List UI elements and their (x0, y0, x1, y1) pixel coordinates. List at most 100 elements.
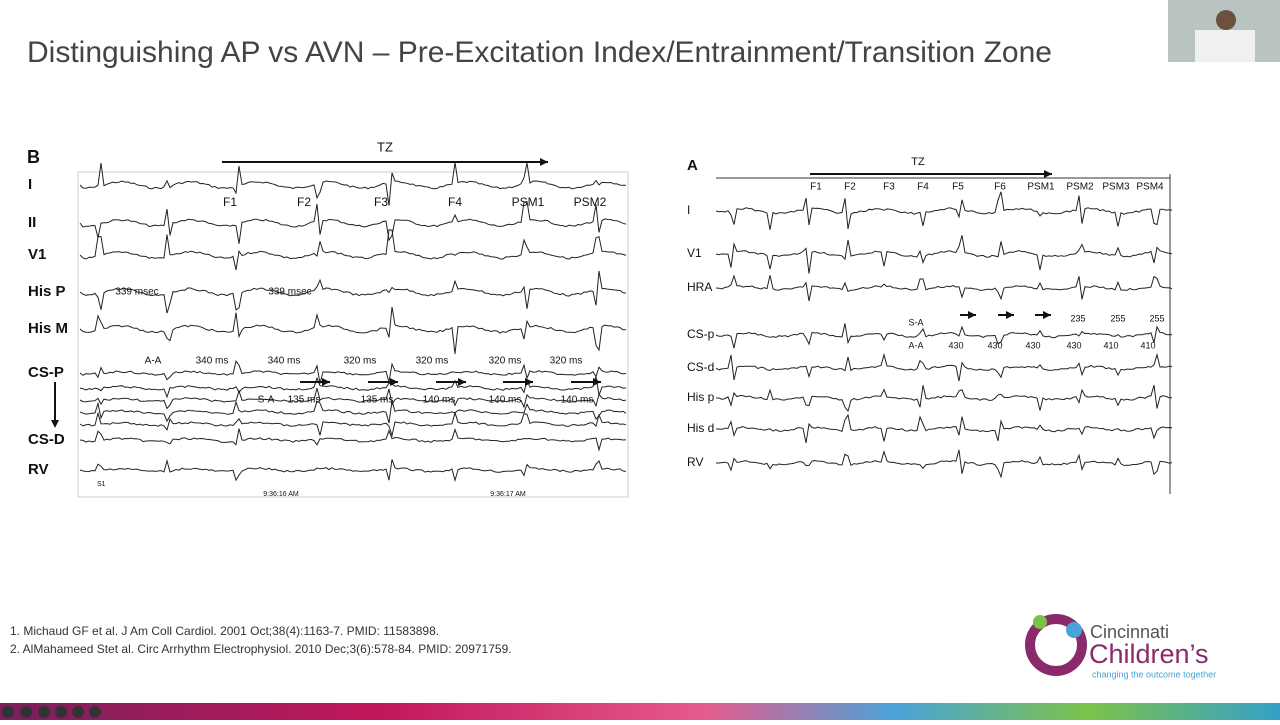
egm-trace (79, 410, 627, 438)
tool-button[interactable] (72, 706, 84, 718)
beat-label: F4 (448, 195, 462, 209)
arrow-head (390, 378, 398, 386)
arrow-head (1006, 311, 1014, 319)
beat-label: F2 (297, 195, 311, 209)
interval-label: 255 (1149, 313, 1164, 323)
tool-button[interactable] (2, 706, 14, 718)
label: TZ (377, 139, 393, 154)
egm-trace (715, 191, 1173, 230)
slide-title: Distinguishing AP vs AVN – Pre-Excitatio… (27, 36, 1052, 69)
interval-label: 320 ms (550, 356, 583, 367)
label: S1 (97, 481, 106, 488)
channel-label: I (28, 176, 32, 193)
label: B (27, 147, 40, 167)
channel-label: RV (687, 455, 703, 469)
interval-label: 320 ms (489, 356, 522, 367)
channel-label: His p (687, 390, 715, 404)
timestamp: 9:36:17 AM (490, 491, 526, 498)
egm-trace (79, 458, 627, 483)
channel-label: His d (687, 421, 714, 435)
channel-label: CS-p (687, 327, 715, 341)
logo-name: Children’s (1089, 639, 1209, 669)
interval-label: 430 (1025, 340, 1040, 350)
beat-label: PSM2 (1066, 182, 1094, 193)
beat-label: PSM4 (1136, 182, 1164, 193)
tool-button[interactable] (89, 706, 101, 718)
channel-label: HRA (687, 280, 712, 294)
egm-trace (79, 270, 627, 314)
beat-label: F6 (994, 182, 1006, 193)
logo-name: Cincinnati (1090, 622, 1169, 642)
logo-dot (1033, 615, 1047, 629)
interval-label: 430 (1066, 340, 1081, 350)
webcam-head (1216, 10, 1236, 30)
tool-button[interactable] (38, 706, 50, 718)
interval-label: 255 (1110, 313, 1125, 323)
logo-mark (1025, 614, 1087, 676)
beat-label: PSM2 (574, 195, 607, 209)
channel-label: CS-D (28, 431, 65, 448)
interval-label: 340 ms (196, 356, 229, 367)
label: TZ (911, 156, 925, 168)
arrow-head (458, 378, 466, 386)
logo-tagline: changing the outcome together (1092, 669, 1216, 679)
interval-label: 339 msec (268, 287, 311, 298)
interval-label: 430 (987, 340, 1002, 350)
egm-trace (79, 162, 627, 206)
egm-trace (715, 235, 1173, 274)
beat-label: F3 (883, 182, 895, 193)
interval-label: 340 ms (268, 356, 301, 367)
interval-label: 235 (1070, 313, 1085, 323)
interval-label: 140 ms (489, 395, 522, 406)
egm-trace (79, 306, 627, 354)
egm-trace (79, 428, 627, 452)
arrow-head (525, 378, 533, 386)
egm-trace (715, 274, 1173, 302)
egm-trace (79, 376, 627, 399)
beat-label: F1 (223, 195, 237, 209)
channel-label: His P (28, 283, 66, 300)
tool-button[interactable] (55, 706, 67, 718)
arrow-head (322, 378, 330, 386)
beat-label: PSM1 (512, 195, 545, 209)
interval-label: 430 (948, 340, 963, 350)
interval-label: 320 ms (344, 356, 377, 367)
interval-label: 140 ms (561, 395, 594, 406)
egm-trace (79, 201, 627, 244)
egm-trace (79, 400, 627, 424)
toolbar (2, 706, 101, 718)
tool-button[interactable] (20, 706, 32, 718)
tracing-frame (77, 171, 629, 498)
interval-label: 140 ms (423, 395, 456, 406)
channel-label: II (28, 214, 36, 231)
beat-label: PSM3 (1102, 182, 1130, 193)
beat-label: F1 (810, 182, 822, 193)
channel-label: CS-P (28, 364, 64, 381)
label: A (687, 157, 698, 174)
egm-trace (79, 229, 627, 271)
egm-trace (716, 449, 1173, 479)
arrow-head (593, 378, 601, 386)
channel-label: V1 (28, 246, 46, 263)
footer-bar (0, 703, 1280, 720)
arrow-head (51, 420, 59, 428)
beat-label: F4 (917, 182, 929, 193)
interval-label: 320 ms (416, 356, 449, 367)
beat-label: F2 (844, 182, 856, 193)
egm-trace (716, 413, 1173, 444)
interval-label: 135 ms (288, 395, 321, 406)
interval-label: 410 (1140, 340, 1155, 350)
channel-label: I (687, 203, 690, 217)
interval-label: 339 msec (115, 287, 158, 298)
channel-label: His M (28, 320, 68, 337)
webcam-person (1195, 30, 1255, 62)
channel-label: CS-d (687, 360, 714, 374)
logo: Cincinnati Children’s changing the outco… (1025, 614, 1216, 679)
label: A-A (908, 340, 923, 350)
beat-label: F3 (374, 195, 388, 209)
interval-label: 410 (1103, 340, 1118, 350)
channel-label: RV (28, 461, 49, 478)
label: S-A (258, 395, 275, 406)
